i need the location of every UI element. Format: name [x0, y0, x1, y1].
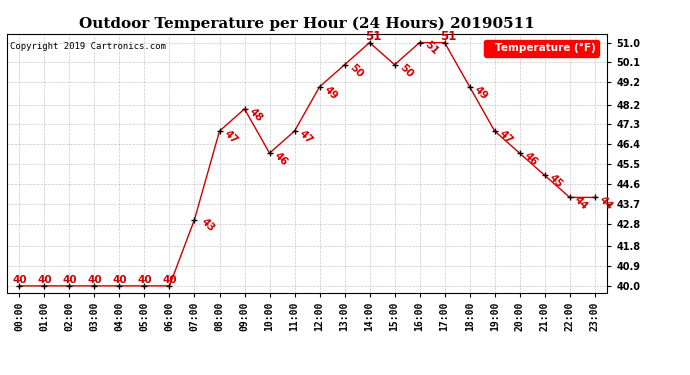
Text: 48: 48 [247, 106, 265, 123]
Point [189, 216, 200, 222]
Text: 40: 40 [63, 275, 77, 285]
Text: 43: 43 [199, 217, 216, 234]
Text: 46: 46 [522, 150, 540, 168]
Point [389, 62, 400, 68]
Text: 40: 40 [137, 275, 152, 285]
Point [589, 194, 600, 200]
Text: 49: 49 [473, 84, 490, 101]
Point [339, 62, 350, 68]
Text: 51: 51 [440, 30, 457, 43]
Text: 50: 50 [347, 62, 365, 79]
Text: 44: 44 [573, 194, 590, 212]
Point [314, 84, 325, 90]
Text: 40: 40 [37, 275, 52, 285]
Text: 44: 44 [598, 194, 615, 212]
Text: 40: 40 [163, 275, 177, 285]
Point [489, 128, 500, 134]
Point [439, 40, 450, 46]
Point [239, 106, 250, 112]
Text: 47: 47 [222, 128, 240, 146]
Text: 51: 51 [366, 30, 382, 43]
Title: Outdoor Temperature per Hour (24 Hours) 20190511: Outdoor Temperature per Hour (24 Hours) … [79, 17, 535, 31]
Point [364, 40, 375, 46]
Legend: Temperature (°F): Temperature (°F) [484, 40, 599, 57]
Point [514, 150, 525, 156]
Text: 47: 47 [497, 128, 515, 146]
Text: 51: 51 [422, 40, 440, 57]
Point [39, 283, 50, 289]
Point [564, 194, 575, 200]
Point [164, 283, 175, 289]
Point [14, 283, 25, 289]
Point [64, 283, 75, 289]
Text: 46: 46 [273, 150, 290, 168]
Point [539, 172, 550, 178]
Text: 47: 47 [297, 128, 315, 146]
Point [414, 40, 425, 46]
Point [464, 84, 475, 90]
Text: 40: 40 [112, 275, 127, 285]
Point [214, 128, 225, 134]
Text: Copyright 2019 Cartronics.com: Copyright 2019 Cartronics.com [10, 42, 166, 51]
Text: 40: 40 [12, 275, 27, 285]
Point [139, 283, 150, 289]
Text: 45: 45 [547, 172, 565, 190]
Point [264, 150, 275, 156]
Text: 40: 40 [88, 275, 102, 285]
Point [89, 283, 100, 289]
Text: 49: 49 [322, 84, 339, 101]
Point [289, 128, 300, 134]
Text: 50: 50 [397, 62, 415, 79]
Point [114, 283, 125, 289]
